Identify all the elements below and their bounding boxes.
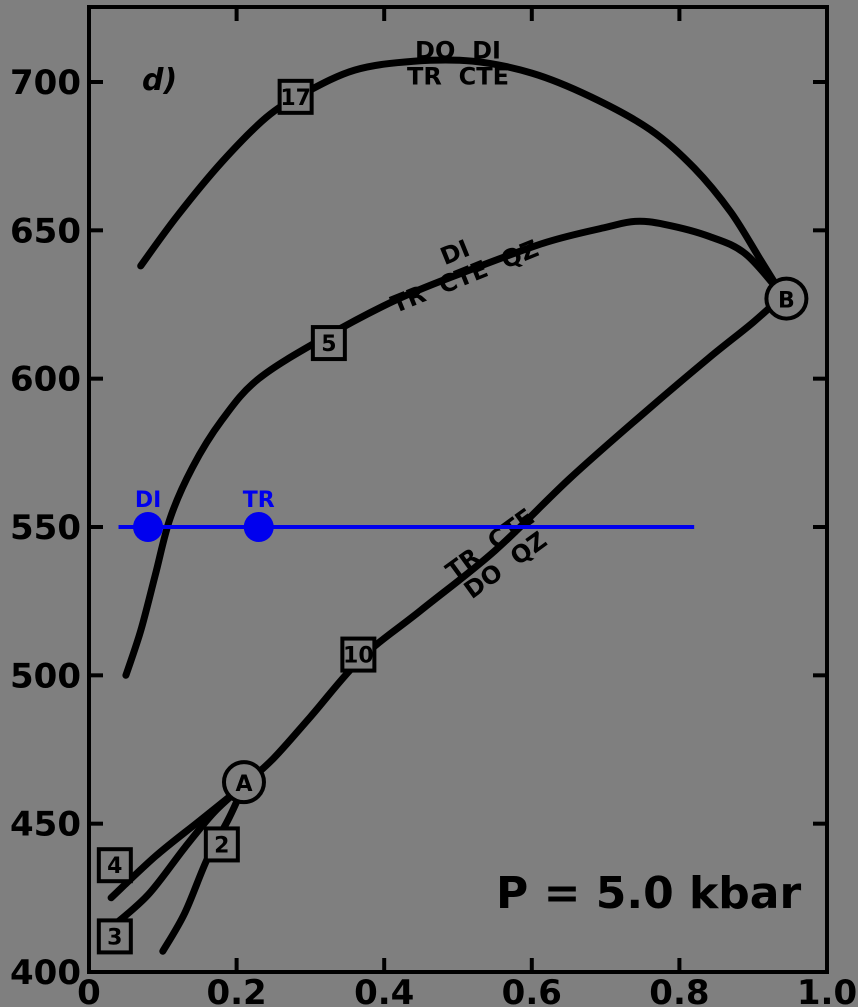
overlay-point-tr xyxy=(243,512,274,542)
curve-labels: DO DI TR CTE DITR CTE QZ TR CTEDO QZ xyxy=(377,36,555,607)
box-marker-2 xyxy=(203,826,240,863)
panel-label: d) xyxy=(142,63,177,98)
y-axis: 400 450 500 550 600 650 700 xyxy=(10,63,827,993)
curve-lower xyxy=(240,292,787,789)
box-marker-17 xyxy=(277,78,314,115)
y-tick-label-3: 550 xyxy=(10,508,81,548)
curve-label-2: TR CTEDO QZ xyxy=(441,503,555,607)
overlay: DI TR xyxy=(118,488,695,542)
circle-marker-label-b: B xyxy=(778,289,795,314)
y-tick-label-4: 600 xyxy=(10,360,81,400)
box-marker-label-4: 4 xyxy=(107,854,122,879)
curves xyxy=(107,56,787,955)
curve-label-1: DITR CTE QZ xyxy=(377,210,542,319)
box-marker-3 xyxy=(96,918,133,955)
box-marker-5 xyxy=(310,325,347,362)
curve-label-0-line-1: TR CTE xyxy=(407,62,509,90)
x-tick-label-1: 0.2 xyxy=(206,973,266,1007)
box-marker-label-2: 2 xyxy=(214,833,229,858)
curve-label-0-line-0: DO DI xyxy=(415,36,501,64)
y-tick-label-5: 650 xyxy=(10,211,81,251)
box-marker-label-10: 10 xyxy=(343,644,374,669)
overlay-point-label-di: DI xyxy=(135,488,161,513)
box-marker-label-3: 3 xyxy=(107,925,122,950)
box-marker-10 xyxy=(340,636,377,673)
curve-label-0: DO DI TR CTE xyxy=(407,36,509,90)
box-marker-label-5: 5 xyxy=(321,332,336,357)
overlay-point-di xyxy=(133,512,164,542)
x-tick-label-0: 0 xyxy=(77,973,101,1007)
x-tick-label-2: 0.4 xyxy=(354,973,414,1007)
circle-marker-b xyxy=(764,276,809,321)
markers: 17 5 10 2 4 3 A B xyxy=(96,78,809,955)
x-tick-label-3: 0.6 xyxy=(502,973,562,1007)
overlay-point-label-tr: TR xyxy=(243,488,275,513)
curve-top xyxy=(137,56,787,300)
y-tick-label-2: 500 xyxy=(10,656,81,696)
axis-frame xyxy=(87,5,829,974)
x-tick-label-4: 0.8 xyxy=(649,973,709,1007)
y-tick-label-6: 700 xyxy=(10,63,81,103)
pressure-annotation: P = 5.0 kbar xyxy=(496,868,801,919)
box-marker-label-17: 17 xyxy=(280,86,311,111)
curve-branch-3 xyxy=(107,781,248,931)
box-marker-4 xyxy=(96,847,133,884)
x-axis: 0 0.2 0.4 0.6 0.8 1.0 xyxy=(77,7,857,1007)
y-tick-label-0: 400 xyxy=(10,953,81,993)
circle-marker-label-a: A xyxy=(235,772,252,797)
x-tick-label-5: 1.0 xyxy=(797,973,857,1007)
y-tick-label-1: 450 xyxy=(10,805,81,845)
curve-branch-2 xyxy=(159,781,248,955)
circle-marker-a xyxy=(221,760,266,805)
